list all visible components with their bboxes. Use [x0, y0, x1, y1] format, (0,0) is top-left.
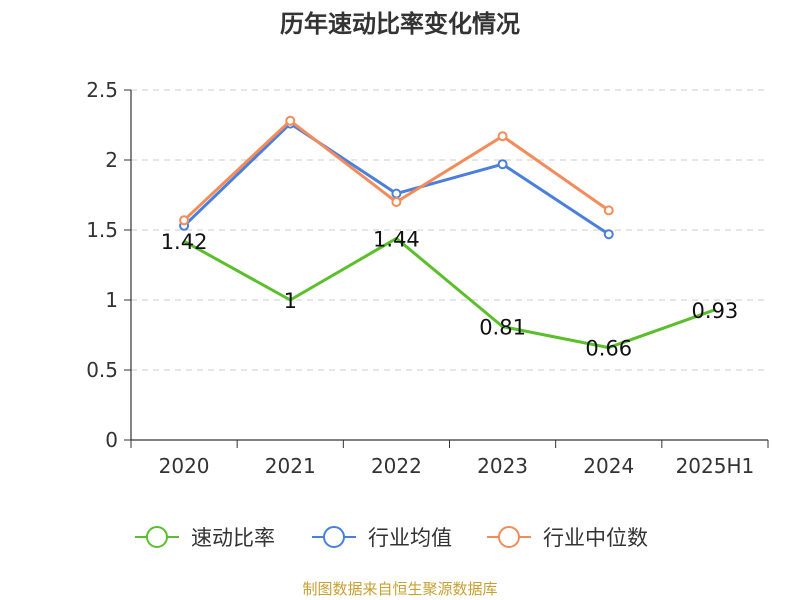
data-label: 1.42 — [161, 230, 208, 254]
x-tick-label: 2025H1 — [676, 454, 755, 478]
data-point[interactable] — [497, 159, 508, 170]
series-line-1 — [183, 236, 716, 350]
x-tick-label: 2022 — [371, 454, 422, 478]
axes: 0 0.5 1 1.5 2 2.5 2020 2021 2022 2023 2024 2025H1 — [86, 78, 769, 478]
legend-marker — [498, 526, 520, 548]
data-point[interactable] — [391, 197, 402, 207]
data-point[interactable] — [179, 215, 190, 226]
data-label: 0.93 — [692, 299, 739, 323]
data-point[interactable] — [391, 188, 402, 199]
data-label: 1 — [284, 289, 297, 313]
legend-item-1[interactable]: 速动比率 — [135, 526, 275, 550]
data-label: 1.44 — [373, 227, 420, 251]
y-tick-label: 0.5 — [86, 358, 118, 382]
gridlines — [131, 89, 768, 371]
legend-marker — [323, 526, 345, 548]
data-point[interactable] — [603, 205, 614, 216]
x-tick-label: 2021 — [265, 454, 316, 478]
legend-label: 行业中位数 — [543, 526, 648, 550]
data-label: 0.81 — [479, 316, 526, 340]
data-point[interactable] — [603, 229, 614, 240]
x-tick-label: 2020 — [159, 454, 210, 478]
data-label: 0.66 — [585, 337, 632, 361]
x-tick-label: 2024 — [583, 454, 634, 478]
legend-item-2[interactable]: 行业均值 — [312, 526, 452, 550]
series-line-2 — [183, 122, 610, 236]
data-point[interactable] — [285, 115, 296, 126]
data-point[interactable] — [497, 131, 508, 142]
x-tick-label: 2023 — [477, 454, 528, 478]
source-note: 制图数据来自恒生聚源数据库 — [302, 580, 498, 598]
series-lines — [179, 115, 716, 350]
y-tick-label: 1 — [105, 288, 118, 312]
y-tick-label: 2.5 — [86, 78, 118, 102]
legend-item-3[interactable]: 行业中位数 — [487, 526, 648, 550]
legend-marker — [146, 526, 168, 548]
y-tick-label: 2 — [105, 148, 118, 172]
legend[interactable]: 速动比率 行业均值 行业中位数 — [135, 526, 648, 550]
legend-label: 速动比率 — [191, 526, 275, 550]
y-tick-label: 0 — [105, 428, 118, 452]
y-tick-label: 1.5 — [86, 218, 118, 242]
legend-label: 行业均值 — [368, 526, 452, 550]
data-labels: 1.42 1 1.44 0.81 0.66 0.93 — [161, 227, 739, 360]
chart-title: 历年速动比率变化情况 — [280, 10, 520, 38]
